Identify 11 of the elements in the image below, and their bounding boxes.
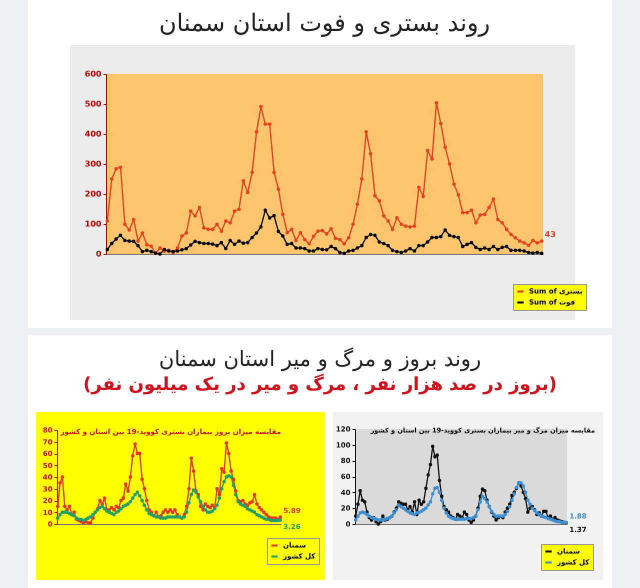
y-tick-label: 600 (84, 70, 102, 78)
chart-title: روند بستری و فوت استان سمنان (158, 9, 490, 37)
y-tick-label: 100 (84, 220, 102, 228)
y-tick-label: 200 (84, 190, 102, 198)
y-tick-label: 0 (96, 250, 102, 258)
y-tick-label: 400 (84, 130, 102, 138)
text: روند بروز و مرگ و میر استان سمنان (158, 347, 482, 372)
y-tick-label: 300 (84, 160, 102, 168)
data-label: 43 (544, 230, 556, 240)
y-tick-label: 500 (84, 100, 102, 108)
text: (بروز در صد هزار نفر ، مرگ و میر در یک میلیون نفر) (83, 373, 557, 395)
